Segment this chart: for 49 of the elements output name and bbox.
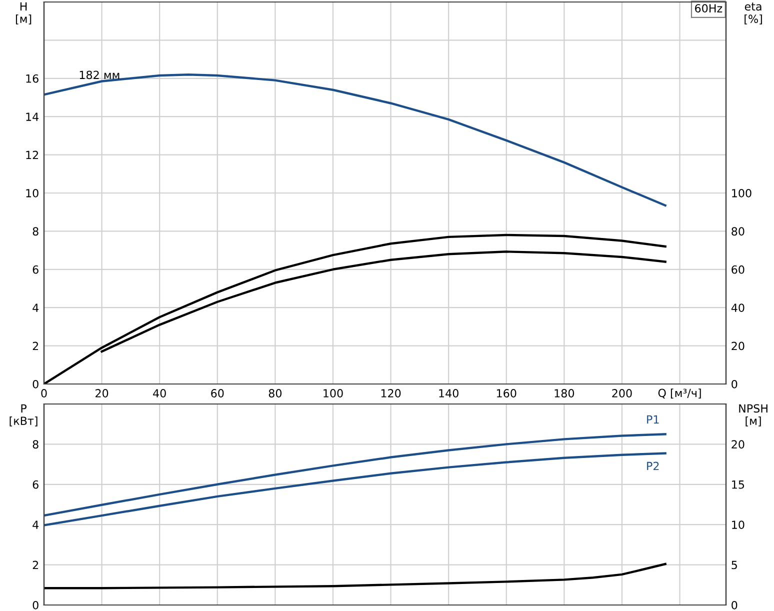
y-tick-label: 10 (26, 188, 38, 198)
y-tick-label: 6 (32, 480, 38, 489)
x-tick-label: 140 (439, 389, 458, 398)
x-tick-label: 100 (324, 389, 343, 398)
y2-axis-title: NPSH [м] (739, 404, 768, 426)
x-axis-title: Q [м³/ч] (658, 388, 701, 398)
y-tick-label: 0 (32, 380, 38, 388)
y-tick-label: 8 (32, 440, 38, 449)
y2-tick-label: 15 (732, 480, 744, 489)
y2-tick-label: 20 (732, 342, 744, 350)
x-tick-label: 120 (381, 389, 401, 398)
x-tick-label: 80 (268, 389, 282, 398)
y-tick-label: 12 (26, 150, 38, 160)
y2-tick-label: 40 (731, 304, 744, 312)
x-tick-label: 40 (153, 389, 166, 398)
line-series (44, 562, 666, 590)
y-axis-title: P [кВт] (10, 404, 38, 426)
y2-tick-label: 100 (732, 188, 752, 198)
x-tick-label: 180 (554, 389, 574, 398)
y2-axis-title: eta [%] (744, 2, 762, 24)
x-tick-label: 160 (496, 389, 516, 398)
line-series (44, 234, 666, 384)
x-tick-label: 20 (96, 389, 108, 398)
y2-tick-label: 60 (732, 265, 744, 274)
chart-title: 60Hz (695, 4, 722, 13)
series-label: 182 мм (80, 70, 120, 80)
y-tick-label: 16 (26, 74, 38, 83)
x-tick-label: 200 (612, 389, 632, 398)
y2-tick-label: 0 (732, 600, 738, 610)
y-tick-label: 4 (32, 304, 39, 312)
y-axis-title: H [м] (16, 2, 32, 24)
x-tick-label: 60 (211, 389, 224, 398)
y-tick-label: 14 (26, 112, 39, 121)
y2-tick-label: 80 (732, 227, 744, 236)
y-tick-label: 6 (32, 265, 38, 274)
x-tick-label: 0 (41, 389, 47, 398)
y-tick-label: 2 (32, 560, 38, 570)
y2-tick-label: 10 (732, 520, 744, 529)
line-series (44, 452, 666, 526)
series-label: P1 (647, 415, 659, 424)
y2-tick-label: 5 (732, 560, 737, 570)
y-tick-label: 8 (32, 227, 38, 236)
y-tick-label: 2 (32, 342, 38, 350)
y2-tick-label: 20 (732, 440, 744, 449)
y-tick-label: 4 (32, 520, 39, 529)
line-series (44, 433, 666, 517)
y2-tick-label: 0 (732, 380, 738, 388)
y-tick-label: 0 (32, 600, 38, 610)
series-label: P2 (647, 462, 659, 470)
